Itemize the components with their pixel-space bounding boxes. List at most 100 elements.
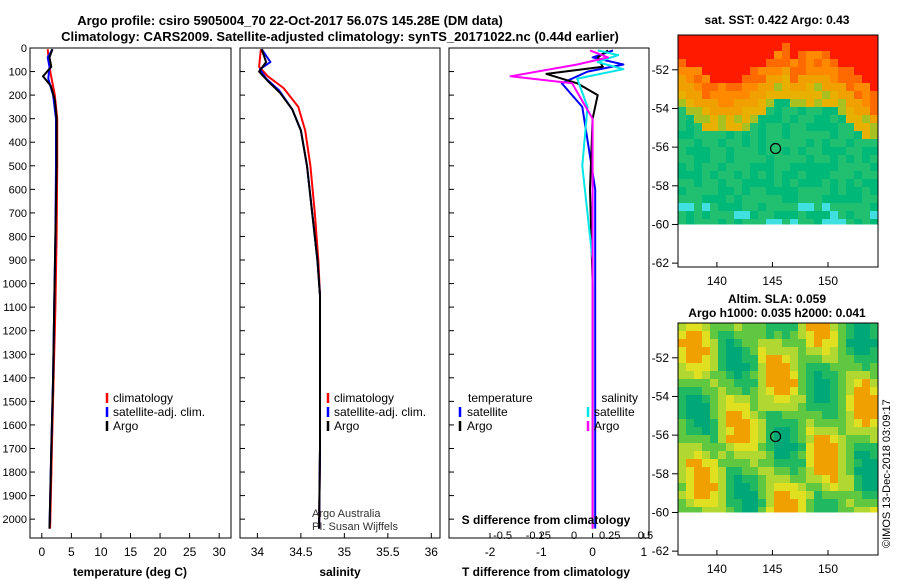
- map-cell: [862, 459, 870, 467]
- map-cell: [694, 123, 702, 131]
- map-cell: [726, 395, 734, 403]
- map-cell: [790, 195, 798, 203]
- map-cell: [694, 411, 702, 419]
- map-cell: [766, 363, 774, 371]
- map-cell: [742, 131, 750, 139]
- map-cell: [678, 203, 686, 211]
- map-cell: [822, 107, 830, 115]
- map-cell: [830, 147, 838, 155]
- map-cell: [814, 59, 822, 67]
- map-cell: [846, 395, 854, 403]
- map-cell: [782, 211, 790, 219]
- map-cell: [710, 483, 718, 491]
- map-cell: [830, 459, 838, 467]
- map-cell: [742, 195, 750, 203]
- map-cell: [790, 379, 798, 387]
- map-cell: [726, 467, 734, 475]
- map-cell: [742, 491, 750, 499]
- map-cell: [686, 491, 694, 499]
- map-cell: [854, 131, 862, 139]
- map-cell: [718, 323, 726, 331]
- map-cell: [702, 187, 710, 195]
- map-cell: [694, 163, 702, 171]
- map-cell: [766, 451, 774, 459]
- map-cell: [694, 387, 702, 395]
- map-cell: [838, 339, 846, 347]
- map-cell: [710, 379, 718, 387]
- map-cell: [766, 139, 774, 147]
- map-cell: [734, 115, 742, 123]
- map-cell: [854, 459, 862, 467]
- map-cell: [686, 67, 694, 75]
- map-cell: [838, 123, 846, 131]
- map-cell: [734, 419, 742, 427]
- map-cell: [766, 195, 774, 203]
- map-cell: [854, 219, 862, 225]
- map-cell: [822, 363, 830, 371]
- map-cell: [806, 363, 814, 371]
- map-cell: [678, 131, 686, 139]
- map-cell: [798, 387, 806, 395]
- lon-tick-label: 150: [818, 562, 838, 576]
- map-cell: [726, 435, 734, 443]
- map-cell: [846, 387, 854, 395]
- map-cell: [846, 483, 854, 491]
- map-cell: [862, 355, 870, 363]
- map-cell: [758, 475, 766, 483]
- map-cell: [750, 171, 758, 179]
- map-cell: [702, 171, 710, 179]
- map-cell: [686, 123, 694, 131]
- map-cell: [822, 371, 830, 379]
- map-cell: [702, 419, 710, 427]
- map-cell: [782, 219, 790, 225]
- map-cell: [766, 403, 774, 411]
- map-cell: [846, 35, 854, 43]
- map-cell: [838, 203, 846, 211]
- map-cell: [806, 499, 814, 507]
- lat-tick-label: -56: [652, 140, 670, 154]
- map-cell: [686, 187, 694, 195]
- map-cell: [726, 419, 734, 427]
- map-cell: [718, 203, 726, 211]
- map-cell: [782, 107, 790, 115]
- map-cell: [870, 355, 878, 363]
- depth-tick-label: 1200: [3, 326, 27, 338]
- map-cell: [870, 43, 878, 51]
- map-cell: [750, 147, 758, 155]
- lat-tick-label: -60: [652, 217, 670, 231]
- map-cell: [790, 443, 798, 451]
- map-cell: [694, 67, 702, 75]
- map-cell: [854, 339, 862, 347]
- map-cell: [718, 427, 726, 435]
- map-cell: [822, 395, 830, 403]
- map-cell: [846, 163, 854, 171]
- map-cell: [854, 179, 862, 187]
- map-cell: [790, 363, 798, 371]
- map-cell: [854, 123, 862, 131]
- map-cell: [750, 195, 758, 203]
- map-cell: [726, 451, 734, 459]
- map-cell: [854, 403, 862, 411]
- map-cell: [758, 211, 766, 219]
- map-cell: [830, 115, 838, 123]
- map-cell: [726, 499, 734, 507]
- map-cell: [758, 419, 766, 427]
- map-cell: [782, 355, 790, 363]
- map-cell: [870, 219, 878, 225]
- map-cell: [862, 163, 870, 171]
- map-cell: [750, 451, 758, 459]
- map-cell: [750, 187, 758, 195]
- map-cell: [838, 363, 846, 371]
- map-cell: [846, 195, 854, 203]
- map-cell: [742, 411, 750, 419]
- map-cell: [686, 467, 694, 475]
- map-cell: [806, 147, 814, 155]
- map-cell: [750, 179, 758, 187]
- depth-tick-label: 700: [9, 208, 27, 220]
- map-cell: [718, 187, 726, 195]
- map-cell: [782, 403, 790, 411]
- map-cell: [798, 403, 806, 411]
- map-cell: [822, 499, 830, 507]
- map-cell: [694, 347, 702, 355]
- map-cell: [686, 331, 694, 339]
